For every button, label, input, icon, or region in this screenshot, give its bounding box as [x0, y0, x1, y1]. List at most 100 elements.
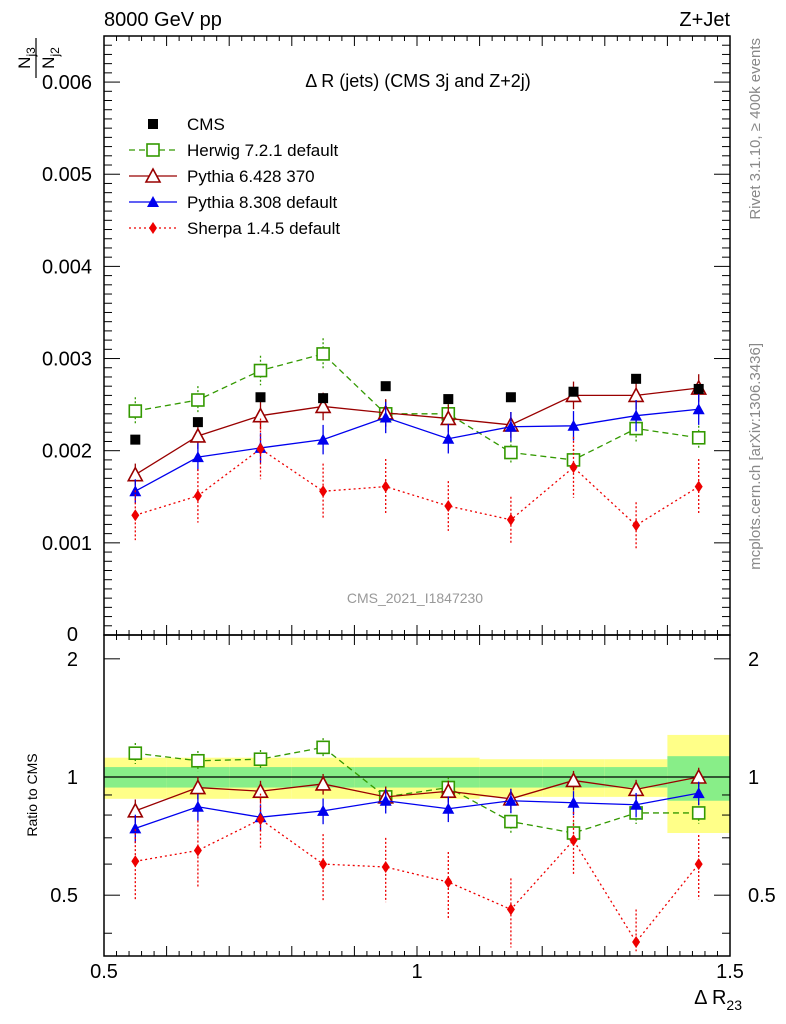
- ratio-tick-label-right: 0.5: [748, 885, 776, 907]
- marker-triangle: [191, 451, 204, 463]
- marker-square: [128, 404, 143, 418]
- marker-triangle: [630, 798, 643, 810]
- series-line-main: [135, 353, 699, 461]
- x-label-sub: 23: [726, 997, 742, 1013]
- marker-square: [443, 394, 454, 405]
- ratio-tick-label-right: 1: [748, 767, 759, 789]
- series-3: [129, 393, 705, 844]
- marker-triangle: [144, 167, 162, 183]
- marker-triangle: [442, 432, 455, 444]
- header-left: 8000 GeV pp: [104, 9, 222, 31]
- marker-square: [128, 746, 143, 760]
- series-line-main: [135, 448, 700, 527]
- marker-triangle: [191, 800, 204, 812]
- marker-square: [693, 383, 704, 394]
- y-tick-label: 0.001: [42, 533, 92, 555]
- analysis-watermark: CMS_2021_I1847230: [347, 590, 483, 606]
- legend-label: Herwig 7.2.1 default: [187, 141, 338, 160]
- axis-ticks: [103, 35, 731, 956]
- legend-label: Pythia 6.428 370: [187, 167, 315, 186]
- series-line-ratio: [135, 776, 699, 812]
- marker-triangle: [147, 196, 159, 207]
- marker-square: [130, 434, 141, 445]
- y-tick-label: 0.005: [42, 164, 92, 186]
- marker-diamond: [149, 222, 157, 234]
- marker-square: [504, 445, 518, 460]
- marker-triangle: [565, 771, 582, 788]
- marker-square: [691, 430, 706, 445]
- ratio-tick-label-left: 0.5: [50, 885, 78, 907]
- tick-labels: 0.5 1 1.5 0 0.001 0.002 0.003 0.004 0.005 0.006 0.…: [42, 72, 776, 983]
- svg-text:Nj2: Nj2: [39, 47, 62, 69]
- marker-square: [318, 393, 329, 404]
- legend-entry: Sherpa 1.4.5 default: [129, 219, 340, 238]
- legend-entry: Pythia 6.428 370: [129, 167, 315, 186]
- legend-entry: CMS: [148, 115, 225, 134]
- svg-text:Nj3: Nj3: [15, 47, 38, 69]
- ratio-axis-label: Ratio to CMS: [24, 753, 40, 836]
- y-axis-label: Nj3 Nj2: [15, 38, 62, 78]
- marker-square: [316, 740, 330, 755]
- marker-square: [568, 386, 579, 397]
- marker-diamond: [694, 480, 703, 493]
- marker-diamond: [569, 834, 578, 847]
- series-line-ratio: [135, 792, 699, 829]
- marker-square: [192, 417, 203, 428]
- y-label-den-sub: j2: [48, 47, 62, 58]
- x-tick-label: 0.5: [90, 961, 118, 983]
- marker-diamond: [193, 844, 202, 857]
- marker-square: [191, 393, 205, 407]
- marker-triangle: [317, 804, 330, 816]
- marker-diamond: [131, 509, 140, 522]
- marker-triangle: [189, 427, 207, 443]
- marker-diamond: [319, 858, 328, 871]
- chart-title: Δ R (jets) (CMS 3j and Z+2j): [305, 71, 531, 91]
- series-line-main: [134, 387, 699, 476]
- marker-square: [631, 373, 642, 384]
- rivet-label: Rivet 3.1.10, ≥ 400k events: [747, 38, 764, 220]
- marker-diamond: [632, 519, 641, 532]
- marker-triangle: [129, 822, 142, 834]
- ratio-tick-label-left: 2: [67, 649, 78, 671]
- marker-triangle: [252, 782, 269, 799]
- legend-label: Sherpa 1.4.5 default: [187, 219, 340, 238]
- x-axis-label: Δ R23: [694, 987, 742, 1013]
- marker-diamond: [444, 876, 453, 889]
- marker-diamond: [506, 903, 515, 916]
- y-tick-label: 0.004: [42, 256, 92, 278]
- marker-triangle: [252, 406, 269, 423]
- marker-square: [253, 363, 268, 378]
- marker-triangle: [692, 787, 705, 799]
- legend-entry: Herwig 7.2.1 default: [129, 141, 338, 160]
- marker-square: [691, 806, 706, 820]
- marker-triangle: [317, 433, 330, 445]
- marker-triangle: [630, 409, 643, 421]
- marker-square: [316, 347, 330, 361]
- mcplots-label: mcplots.cern.ch [arXiv:1306.3436]: [747, 343, 764, 570]
- marker-triangle: [126, 465, 144, 482]
- marker-square: [146, 143, 160, 157]
- marker-triangle: [567, 419, 580, 431]
- marker-diamond: [632, 935, 641, 948]
- y-tick-label: 0.006: [42, 72, 92, 94]
- y-tick-label: 0.002: [42, 441, 92, 463]
- marker-diamond: [694, 858, 703, 871]
- marker-triangle: [379, 794, 392, 806]
- marker-diamond: [381, 480, 390, 493]
- marker-diamond: [444, 499, 453, 512]
- marker-triangle: [189, 778, 207, 795]
- marker-square: [380, 381, 391, 392]
- marker-diamond: [256, 442, 265, 455]
- marker-diamond: [381, 860, 390, 873]
- marker-diamond: [193, 489, 202, 502]
- marker-triangle: [567, 796, 580, 808]
- x-tick-label: 1.5: [716, 961, 744, 983]
- y-tick-label: 0: [67, 624, 78, 646]
- marker-square: [191, 753, 205, 768]
- marker-triangle: [692, 403, 705, 415]
- legend: CMS Herwig 7.2.1 default Pythia 6.428 370 P…: [129, 115, 340, 238]
- marker-triangle: [504, 420, 517, 432]
- marker-triangle: [504, 794, 517, 806]
- series-line-main: [134, 408, 699, 492]
